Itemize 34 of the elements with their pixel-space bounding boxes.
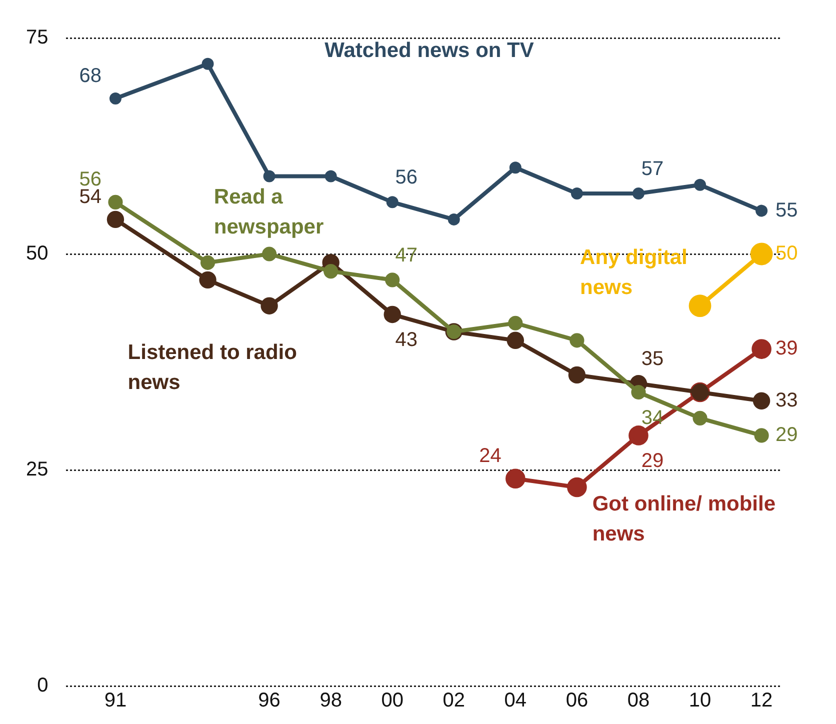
data-label: 54 — [79, 186, 102, 208]
data-label: 34 — [641, 406, 664, 429]
data-label: 29 — [776, 424, 798, 446]
data-label: 43 — [395, 328, 418, 351]
y-tick-label: 0 — [37, 674, 48, 697]
data-label: 24 — [479, 445, 502, 468]
data-label: 56 — [395, 166, 418, 189]
data-label: 39 — [776, 338, 798, 360]
text: Watched news on TV — [324, 38, 534, 62]
data-label: 68 — [79, 64, 102, 87]
x-tick-label: 10 — [688, 690, 712, 712]
x-tick-label: 06 — [566, 690, 588, 712]
data-label: 55 — [776, 199, 798, 222]
y-tick-label: 25 — [26, 458, 48, 481]
x-tick-label: 02 — [442, 690, 466, 712]
series-label: Got online/ mobile news — [592, 492, 776, 546]
data-label: 33 — [776, 389, 798, 412]
series-label: Listened to radio news — [128, 341, 297, 394]
x-tick-label: 12 — [750, 690, 773, 712]
x-tick-label: 98 — [320, 690, 342, 712]
x-tick-label: 00 — [381, 690, 404, 712]
y-tick-label: 50 — [26, 242, 48, 265]
x-tick-label: 91 — [104, 690, 127, 712]
data-label: 50 — [776, 242, 798, 265]
data-label: 29 — [641, 450, 664, 472]
x-tick-label: 04 — [504, 690, 527, 712]
x-tick-label: 96 — [258, 690, 280, 712]
y-tick-label: 75 — [26, 26, 48, 49]
data-label: 35 — [641, 348, 664, 370]
x-tick-label: 08 — [627, 690, 650, 712]
series-label: Read a newspaper — [214, 186, 324, 239]
data-label: 57 — [641, 158, 664, 180]
series-label: Any digital news — [580, 246, 688, 300]
data-label: 47 — [395, 244, 418, 266]
